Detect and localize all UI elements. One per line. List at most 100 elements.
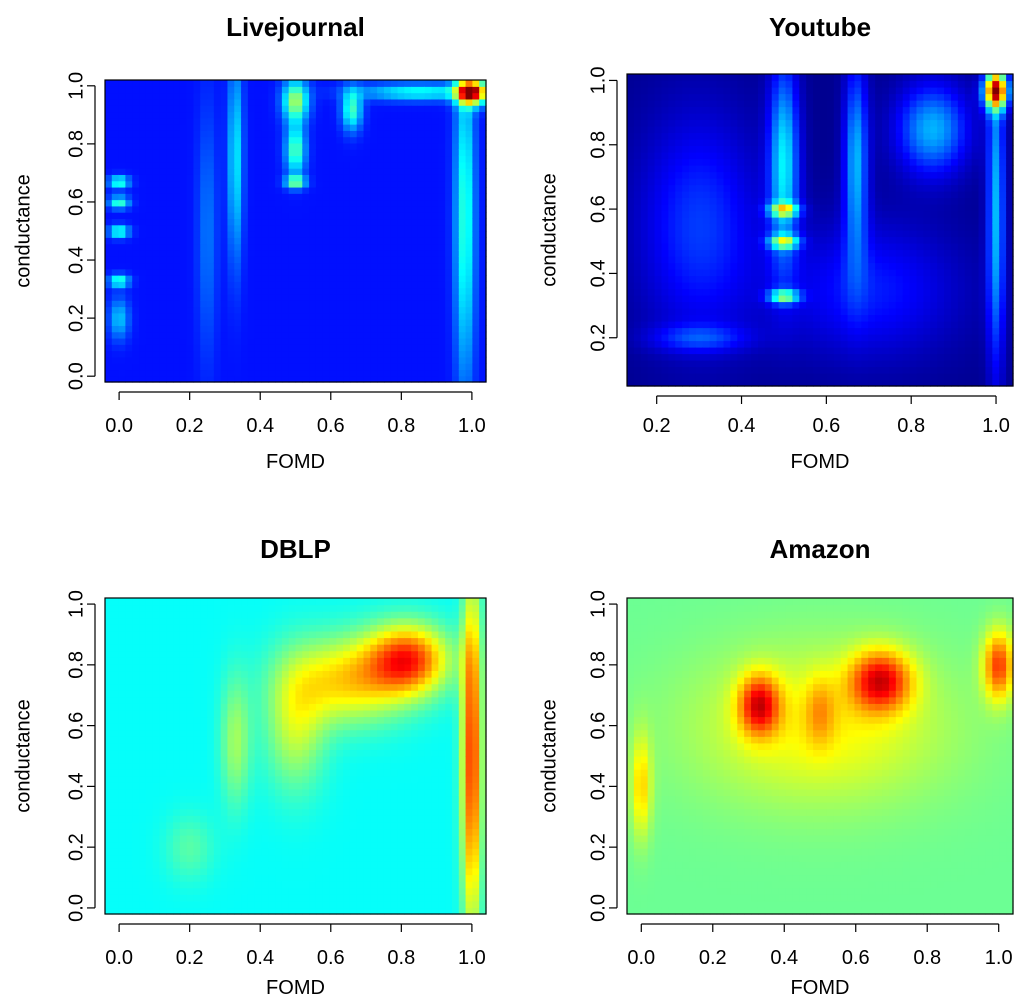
heatmap-cell: [411, 288, 418, 295]
heatmap-cell: [675, 237, 682, 244]
heatmap-cell: [689, 269, 696, 276]
heatmap-cell: [350, 156, 357, 163]
heatmap-cell: [153, 332, 160, 339]
heatmap-cell: [398, 206, 405, 213]
heatmap-cell: [139, 206, 146, 213]
heatmap-cell: [411, 137, 418, 144]
heatmap-cell: [411, 174, 418, 181]
heatmap-cell: [717, 308, 724, 315]
heatmap-cell: [227, 288, 234, 295]
heatmap-cell: [655, 276, 662, 283]
heatmap-cell: [398, 332, 405, 339]
heatmap-cell: [432, 325, 439, 332]
heatmap-cell: [302, 307, 309, 314]
heatmap-cell: [255, 294, 262, 301]
heatmap-cell: [944, 367, 951, 374]
heatmap-cell: [112, 269, 119, 276]
heatmap-cell: [627, 178, 634, 185]
heatmap-cell: [125, 206, 132, 213]
heatmap-cell: [889, 373, 896, 380]
heatmap-cell: [820, 165, 827, 172]
heatmap-cell: [418, 288, 425, 295]
heatmap-cell: [330, 111, 337, 118]
heatmap-cell: [792, 263, 799, 270]
heatmap-cell: [364, 124, 371, 131]
heatmap-cell: [187, 363, 194, 370]
heatmap-cell: [710, 315, 717, 322]
heatmap-cell: [896, 224, 903, 231]
heatmap-cell: [634, 126, 641, 133]
heatmap-cell: [261, 187, 268, 194]
heatmap-cell: [425, 344, 432, 351]
heatmap-cell: [370, 174, 377, 181]
heatmap-cell: [105, 244, 112, 251]
heatmap-cell: [153, 130, 160, 137]
heatmap-cell: [882, 126, 889, 133]
heatmap-cell: [159, 143, 166, 150]
heatmap-cell: [132, 300, 139, 307]
heatmap-cell: [944, 94, 951, 101]
heatmap-cell: [248, 225, 255, 232]
heatmap-cell: [799, 217, 806, 224]
heatmap-cell: [834, 354, 841, 361]
heatmap-cell: [227, 281, 234, 288]
heatmap-cell: [261, 218, 268, 225]
heatmap-cell: [350, 212, 357, 219]
heatmap-cell: [834, 269, 841, 276]
heatmap-cell: [799, 120, 806, 127]
heatmap-cell: [452, 124, 459, 131]
heatmap-cell: [316, 369, 323, 376]
heatmap-cell: [737, 107, 744, 114]
heatmap-cell: [398, 288, 405, 295]
heatmap-cell: [289, 262, 296, 269]
heatmap-cell: [398, 86, 405, 93]
heatmap-cell: [834, 256, 841, 263]
heatmap-cell: [717, 74, 724, 81]
heatmap-cell: [159, 80, 166, 87]
heatmap-cell: [112, 262, 119, 269]
heatmap-cell: [159, 168, 166, 175]
heatmap-cell: [214, 80, 221, 87]
heatmap-cell: [696, 308, 703, 315]
heatmap-cell: [391, 111, 398, 118]
heatmap-cell: [634, 94, 641, 101]
heatmap-cell: [724, 347, 731, 354]
heatmap-cell: [112, 288, 119, 295]
heatmap-cell: [751, 152, 758, 159]
heatmap-cell: [221, 351, 228, 358]
heatmap-cell: [132, 193, 139, 200]
heatmap-cell: [146, 86, 153, 93]
heatmap-cell: [717, 120, 724, 127]
heatmap-cell: [180, 193, 187, 200]
heatmap-cell: [445, 250, 452, 257]
heatmap-cell: [425, 256, 432, 263]
heatmap-cell: [951, 302, 958, 309]
heatmap-cell: [125, 332, 132, 339]
heatmap-cell: [472, 307, 479, 314]
heatmap-cell: [661, 367, 668, 374]
heatmap-cell: [786, 100, 793, 107]
heatmap-cell: [696, 230, 703, 237]
heatmap-cell: [125, 181, 132, 188]
heatmap-cell: [370, 187, 377, 194]
heatmap-cell: [357, 93, 364, 100]
heatmap-cell: [418, 275, 425, 282]
heatmap-cell: [627, 152, 634, 159]
heatmap-cell: [241, 300, 248, 307]
heatmap-cell: [377, 294, 384, 301]
heatmap-cell: [655, 373, 662, 380]
heatmap-cell: [634, 139, 641, 146]
heatmap-cell: [112, 168, 119, 175]
heatmap-cell: [854, 341, 861, 348]
heatmap-cell: [937, 276, 944, 283]
heatmap-cell: [214, 162, 221, 169]
heatmap-cell: [903, 243, 910, 250]
heatmap-cell: [125, 118, 132, 125]
heatmap-cell: [923, 269, 930, 276]
heatmap-cell: [187, 288, 194, 295]
heatmap-cell: [153, 143, 160, 150]
heatmap-cell: [634, 107, 641, 114]
heatmap-cell: [834, 347, 841, 354]
heatmap-cell: [173, 319, 180, 326]
heatmap-cell: [717, 191, 724, 198]
